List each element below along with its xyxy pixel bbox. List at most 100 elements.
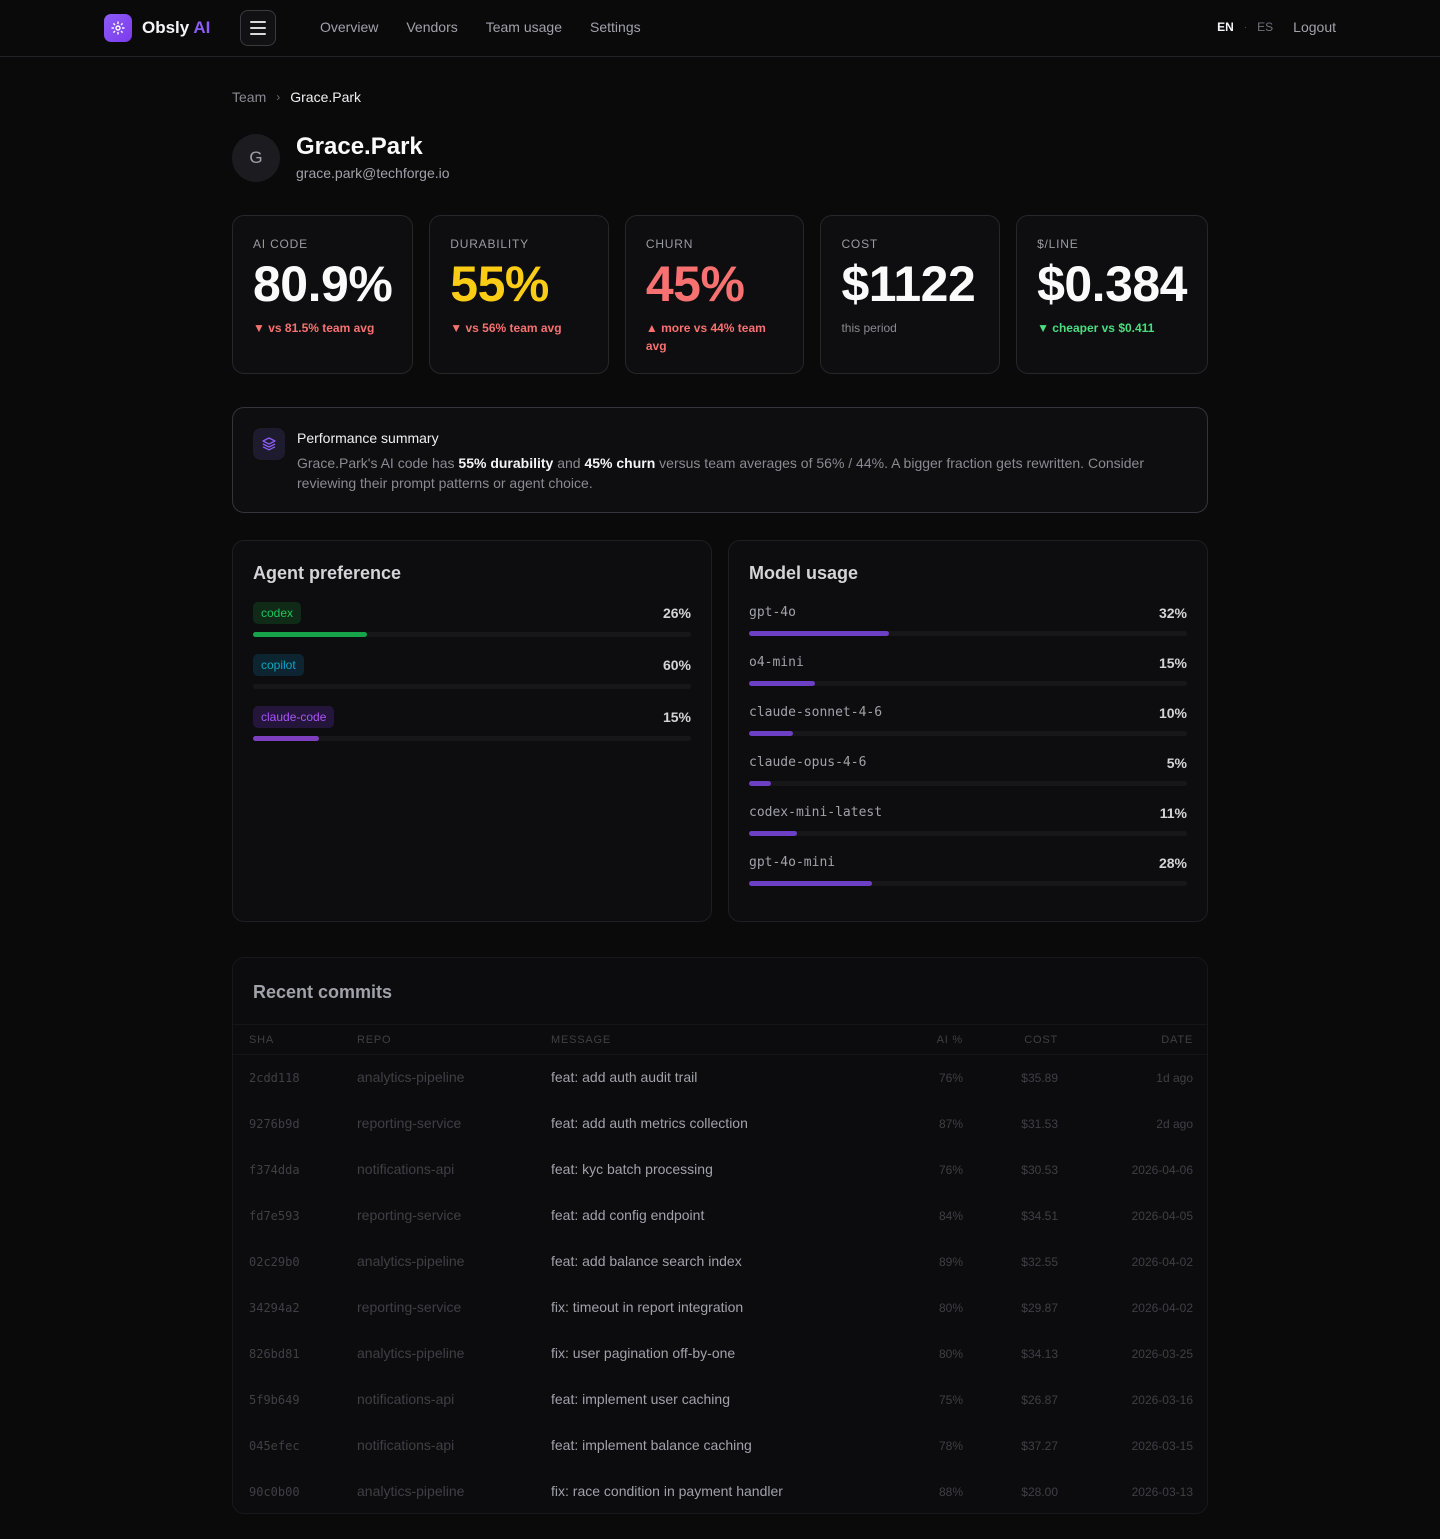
commit-date: 2026-03-15: [1131, 1439, 1193, 1453]
breadcrumb: Team › Grace.Park: [232, 89, 361, 105]
commit-cost: $30.53: [1021, 1163, 1058, 1177]
model-row: gpt-4o 32%: [749, 603, 1187, 643]
stat-card-cost-per-line: $/LINE $0.384 ▼ cheaper vs $0.411: [1016, 215, 1208, 374]
column-header-date[interactable]: DATE: [1161, 1034, 1193, 1046]
summary-churn: 45% churn: [584, 455, 656, 471]
logo[interactable]: Obsly AI: [104, 14, 210, 42]
hamburger-line-icon: [250, 27, 266, 29]
model-pct: 10%: [1158, 705, 1187, 721]
commit-ai-percent: 80%: [938, 1347, 963, 1361]
panel-title: Recent commits: [253, 982, 393, 1002]
model-name: gpt-4o-mini: [749, 855, 836, 870]
model-pct: 11%: [1159, 805, 1187, 821]
commit-message: fix: timeout in report integration: [551, 1299, 744, 1315]
table-row[interactable]: 826bd81 analytics-pipeline fix: user pagin…: [233, 1331, 1207, 1377]
commit-date: 1d ago: [1156, 1071, 1193, 1085]
hamburger-line-icon: [250, 33, 266, 35]
commit-sha: 90c0b00: [249, 1485, 300, 1499]
column-header-sha[interactable]: SHA: [249, 1034, 275, 1046]
stat-value: $0.384: [1037, 256, 1187, 312]
nav-settings[interactable]: Settings: [590, 19, 641, 35]
nav-overview[interactable]: Overview: [320, 19, 379, 35]
model-row: o4-mini 15%: [749, 653, 1187, 693]
stat-card-durability: DURABILITY 55% ▼ vs 56% team avg: [429, 215, 609, 374]
table-row[interactable]: 9276b9d reporting-service feat: add auth m…: [233, 1101, 1207, 1147]
commit-cost: $37.27: [1021, 1439, 1058, 1453]
model-name: claude-sonnet-4-6: [749, 705, 883, 720]
commit-message: fix: race condition in payment handler: [551, 1483, 783, 1499]
table-row[interactable]: 02c29b0 analytics-pipeline feat: add balan…: [233, 1239, 1207, 1285]
commit-date: 2026-03-16: [1131, 1393, 1193, 1407]
commit-repo: reporting-service: [357, 1115, 462, 1131]
stat-label: COST: [841, 237, 879, 251]
commit-repo: notifications-api: [357, 1161, 455, 1177]
commit-ai-percent: 78%: [938, 1439, 963, 1453]
stat-value: 80.9%: [253, 256, 393, 312]
stat-comparison: this period: [841, 321, 897, 335]
stat-card-ai-code: AI CODE 80.9% ▼ vs 81.5% team avg: [232, 215, 414, 374]
commit-sha: 045efec: [249, 1439, 300, 1453]
commit-ai-percent: 89%: [938, 1255, 963, 1269]
lang-en-button[interactable]: EN: [1217, 20, 1234, 34]
profile-email: grace.park@techforge.io: [296, 165, 450, 181]
commit-repo: reporting-service: [357, 1299, 462, 1315]
commit-sha: fd7e593: [249, 1209, 300, 1223]
nav-vendors[interactable]: Vendors: [406, 19, 458, 35]
stat-label: $/LINE: [1037, 237, 1079, 251]
stat-comparison: ▼ vs 56% team avg: [450, 321, 562, 335]
commit-cost: $31.53: [1021, 1117, 1058, 1131]
stat-value: $1122: [841, 256, 976, 312]
commit-date: 2026-04-02: [1131, 1301, 1193, 1315]
commit-cost: $34.51: [1021, 1209, 1058, 1223]
progress-fill: [253, 632, 367, 637]
agent-pct: 26%: [662, 605, 691, 621]
summary-text: Grace.Park's AI code has 55% durability …: [297, 455, 1144, 491]
model-pct: 15%: [1158, 655, 1187, 671]
column-header-ai[interactable]: AI %: [936, 1034, 963, 1046]
progress-fill: [749, 881, 872, 886]
breadcrumb-team-link[interactable]: Team: [232, 89, 267, 105]
table-header: SHA REPO MESSAGE AI % COST DATE: [233, 1024, 1207, 1055]
chevron-right-icon: ›: [276, 90, 281, 104]
commit-date: 2026-04-05: [1131, 1209, 1193, 1223]
model-name: codex-mini-latest: [749, 805, 883, 820]
column-header-cost[interactable]: COST: [1024, 1034, 1058, 1046]
table-row[interactable]: fd7e593 reporting-service feat: add config…: [233, 1193, 1207, 1239]
progress-track: [253, 632, 691, 637]
table-row[interactable]: f374dda notifications-api feat: kyc batch …: [233, 1147, 1207, 1193]
table-row[interactable]: 045efec notifications-api feat: implement …: [233, 1423, 1207, 1469]
commit-cost: $32.55: [1021, 1255, 1058, 1269]
stat-comparison: ▼ cheaper vs $0.411: [1037, 321, 1155, 335]
lang-es-button[interactable]: ES: [1257, 20, 1274, 34]
column-header-message[interactable]: MESSAGE: [551, 1034, 612, 1046]
agent-row-copilot: copilot 60%: [253, 654, 691, 694]
page-title: Grace.Park: [296, 133, 423, 160]
commit-repo: analytics-pipeline: [357, 1253, 465, 1269]
model-name: claude-opus-4-6: [749, 755, 867, 770]
commit-date: 2026-03-25: [1131, 1347, 1193, 1361]
progress-fill: [749, 681, 815, 686]
commit-repo: reporting-service: [357, 1207, 462, 1223]
model-pct: 28%: [1158, 855, 1187, 871]
table-row[interactable]: 34294a2 reporting-service fix: timeout in …: [233, 1285, 1207, 1331]
commit-sha: 5f9b649: [249, 1393, 300, 1407]
commit-message: feat: add auth metrics collection: [551, 1115, 748, 1131]
commit-message: feat: add config endpoint: [551, 1207, 705, 1223]
recent-commits-panel: Recent commits SHA REPO MESSAGE AI % COS…: [232, 957, 1208, 1514]
stat-label: DURABILITY: [450, 237, 529, 251]
agent-pct: 15%: [662, 709, 691, 725]
logout-link[interactable]: Logout: [1293, 19, 1336, 35]
panel-title: Model usage: [749, 563, 859, 583]
table-row[interactable]: 90c0b00 analytics-pipeline fix: race condi…: [233, 1469, 1207, 1513]
commit-cost: $29.87: [1021, 1301, 1058, 1315]
hamburger-menu-button[interactable]: [240, 10, 276, 46]
progress-track: [749, 831, 1187, 836]
column-header-repo[interactable]: REPO: [357, 1034, 392, 1046]
table-row[interactable]: 5f9b649 notifications-api feat: implement …: [233, 1377, 1207, 1423]
table-row[interactable]: 2cdd118 analytics-pipeline feat: add auth …: [233, 1055, 1207, 1101]
logo-mark-icon: [104, 14, 132, 42]
commit-message: feat: add auth audit trail: [551, 1069, 698, 1085]
brand-name: Obsly AI: [142, 18, 211, 37]
commit-ai-percent: 84%: [938, 1209, 963, 1223]
nav-team-usage[interactable]: Team usage: [485, 19, 563, 35]
